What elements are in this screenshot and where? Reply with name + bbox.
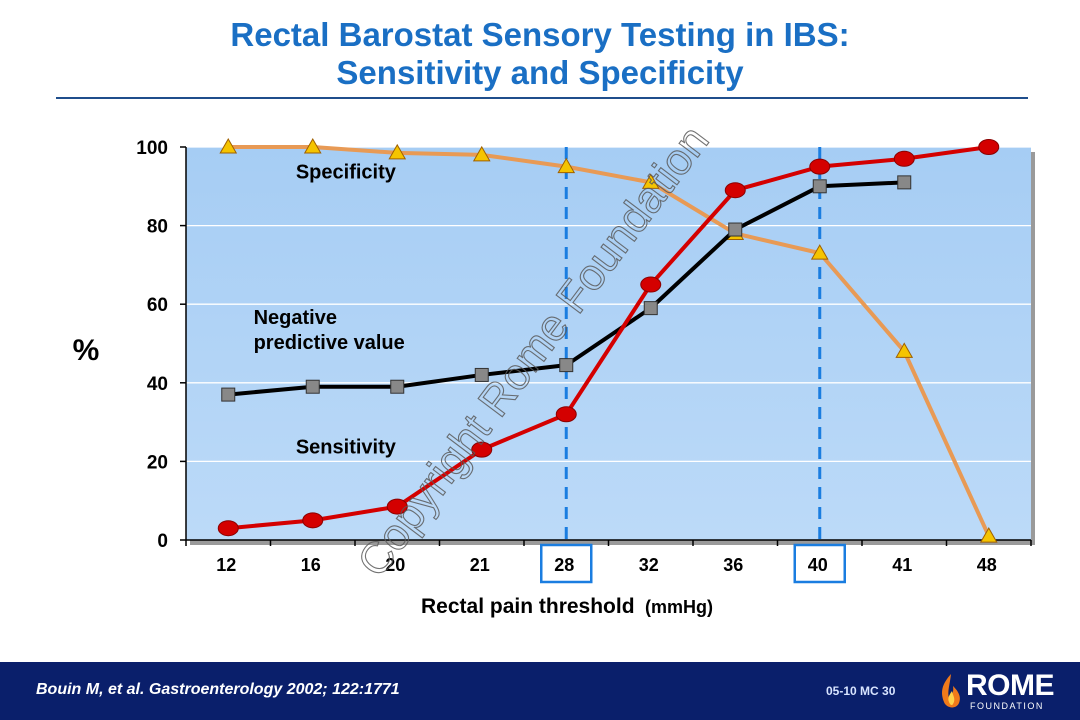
specificity-point bbox=[303, 137, 322, 154]
sensitivity-point bbox=[386, 498, 408, 515]
negative-predictive-value-point bbox=[728, 222, 743, 237]
x-tick-highlight-box bbox=[540, 543, 593, 584]
sensitivity-point bbox=[471, 441, 493, 458]
sensitivity-line bbox=[228, 145, 990, 531]
negative-predictive-value-point bbox=[643, 301, 658, 316]
specificity-point bbox=[219, 137, 238, 154]
rome-foundation-logo: ROME FOUNDATION bbox=[938, 670, 1068, 714]
x-axis-title-unit: (mmHg) bbox=[645, 597, 713, 617]
axes bbox=[180, 146, 1032, 546]
x-tick-label: 16 bbox=[301, 555, 321, 575]
chart: Specificity Negative predictive value Sensi… bbox=[73, 116, 1035, 618]
sensitivity-point bbox=[217, 520, 239, 537]
threshold-lines bbox=[564, 147, 822, 540]
series-label-negative-predictive-value: Negative bbox=[254, 307, 337, 329]
sensitivity-point bbox=[640, 276, 662, 293]
negative-predictive-value-point bbox=[474, 367, 489, 382]
y-tick-label: 60 bbox=[147, 295, 168, 316]
specificity-line bbox=[228, 145, 991, 537]
logo-name: ROME bbox=[966, 669, 1055, 702]
slide-title: Rectal Barostat Sensory Testing in IBS: … bbox=[0, 16, 1080, 92]
specificity-point bbox=[810, 244, 829, 260]
negative-predictive-value-point bbox=[812, 179, 827, 194]
specificity-point bbox=[557, 157, 576, 174]
logo-subtitle: FOUNDATION bbox=[970, 701, 1044, 711]
x-tick-label: 12 bbox=[216, 555, 236, 575]
citation: Bouin M, et al. Gastroenterology 2002; 1… bbox=[36, 681, 400, 698]
x-tick-label: 41 bbox=[892, 555, 912, 575]
sensitivity-point bbox=[809, 158, 831, 175]
negative-predictive-value-point bbox=[559, 358, 574, 373]
negative-predictive-value-point bbox=[221, 387, 236, 402]
flame-icon bbox=[942, 674, 960, 708]
title-line-2: Sensitivity and Specificity bbox=[336, 54, 744, 91]
negative-predictive-value-point bbox=[390, 379, 405, 394]
sensitivity-point bbox=[302, 512, 324, 529]
x-tick-label: 48 bbox=[977, 555, 997, 575]
x-tick-label: 21 bbox=[470, 555, 490, 575]
x-axis-title: Rectal pain threshold (mmHg) bbox=[421, 595, 713, 618]
slide-code: 05-10 MC 30 bbox=[826, 684, 896, 698]
specificity-point bbox=[895, 342, 914, 358]
y-tick-label: 20 bbox=[147, 452, 168, 473]
y-tick-label: 0 bbox=[157, 531, 168, 552]
sensitivity-point bbox=[555, 406, 577, 423]
specificity-point bbox=[979, 527, 998, 543]
negative-predictive-value-point bbox=[897, 175, 912, 190]
series-sensitivity bbox=[217, 139, 1000, 537]
x-tick-label: 32 bbox=[639, 555, 659, 575]
specificity-point bbox=[472, 145, 491, 162]
footer-bar: Bouin M, et al. Gastroenterology 2002; 1… bbox=[0, 662, 1080, 720]
specificity-point bbox=[388, 143, 407, 160]
series-specificity bbox=[219, 137, 998, 543]
sensitivity-point bbox=[724, 182, 746, 199]
series-negative-predictive-value bbox=[221, 175, 912, 402]
x-tick-label: 28 bbox=[554, 555, 574, 575]
y-axis-title: % bbox=[73, 334, 100, 367]
x-tick-label: 36 bbox=[723, 555, 743, 575]
x-axis-title-main: Rectal pain threshold bbox=[421, 595, 635, 618]
y-tick-label: 80 bbox=[147, 217, 168, 238]
negative-predictive-value-point bbox=[305, 379, 320, 394]
specificity-point bbox=[641, 173, 660, 189]
y-tick-label: 100 bbox=[136, 138, 168, 159]
plot-area bbox=[186, 147, 1031, 540]
title-line-1: Rectal Barostat Sensory Testing in IBS: bbox=[230, 16, 850, 53]
x-tick-label: 40 bbox=[808, 555, 828, 575]
series-label-negative-predictive-value: predictive value bbox=[254, 332, 405, 354]
title-divider bbox=[56, 97, 1028, 99]
x-axis-tick-labels: 12 16 20 21 28 32 36 40 41 48 bbox=[216, 543, 997, 584]
series-label-sensitivity: Sensitivity bbox=[296, 437, 397, 459]
series-layer bbox=[217, 137, 1000, 543]
series-label-specificity: Specificity bbox=[296, 161, 397, 183]
y-axis-tick-labels: 0 20 40 60 80 100 bbox=[136, 138, 168, 552]
x-tick-highlight-box bbox=[793, 543, 846, 584]
x-tick-label: 20 bbox=[385, 555, 405, 575]
y-tick-label: 40 bbox=[147, 374, 168, 395]
sensitivity-point bbox=[893, 150, 915, 167]
sensitivity-point bbox=[978, 139, 1000, 155]
series-labels: Specificity Negative predictive value Sensi… bbox=[254, 161, 405, 458]
